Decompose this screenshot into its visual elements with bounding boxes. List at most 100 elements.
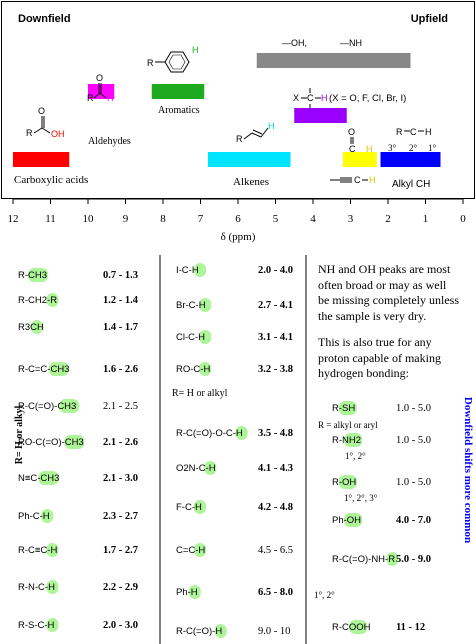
h-highlight [46, 580, 59, 594]
formula-text: R-CH2-R [18, 295, 57, 306]
shift-range: 4.1 - 4.3 [258, 463, 293, 474]
tick-label-1: 1 [423, 213, 429, 225]
shift-range: 4.5 - 6.5 [258, 545, 293, 556]
note-paragraph-2: This is also true for any proton capable… [318, 335, 441, 380]
col3-row-3: Ph-OH 4.0 - 7.0 [332, 513, 431, 527]
tick-label-10: 10 [83, 213, 95, 225]
alkyl-ch-structure: R C H [396, 127, 432, 137]
svg-text:C: C [354, 175, 361, 185]
svg-text:H: H [107, 93, 114, 103]
h-highlight [46, 293, 59, 307]
svg-text:R: R [236, 134, 243, 144]
bar-7 [256, 53, 411, 68]
svg-text:H: H [192, 45, 199, 55]
h-highlight [41, 509, 54, 523]
alkene-structure: R H [236, 121, 275, 144]
h-highlight [46, 543, 59, 557]
svg-text:H: H [268, 121, 275, 131]
tick-label-8: 8 [160, 213, 166, 225]
formula-text: RO-C-H [176, 364, 210, 375]
alkyl-order-3: 3° [388, 143, 397, 153]
label-aldehydes: Aldehydes [88, 136, 131, 147]
col1-row-3: R-C=C-CH3 1.6 - 2.6 [18, 362, 138, 376]
ketone-ch-structure: O C H [348, 127, 373, 154]
h-highlight [344, 433, 362, 447]
formula-text: R3CH [18, 322, 44, 333]
tick-label-12: 12 [8, 213, 19, 225]
tick-label-2: 2 [385, 213, 391, 225]
col3-row-0: R-SH 1.0 - 5.0 [332, 401, 431, 415]
shift-range: 4.0 - 7.0 [396, 515, 431, 526]
h-highlight [188, 585, 201, 599]
aldehyde-structure: R O H [87, 73, 114, 103]
upfield-label: Upfield [411, 13, 448, 25]
downfield-label: Downfield [18, 13, 71, 25]
formula-text: R-C(=O)-H [176, 626, 222, 637]
svg-text:R: R [26, 128, 33, 138]
shift-range: 1.0 - 5.0 [396, 403, 431, 414]
bar-2 [151, 84, 205, 99]
bar-6 [380, 152, 441, 167]
h-highlight [59, 399, 80, 413]
tick-label-3: 3 [348, 213, 354, 225]
deg-note-1: 1°, 2° [345, 451, 366, 461]
formula-text: R-C=C-CH3 [18, 364, 69, 375]
deg-note-3: 1°, 2° [314, 590, 335, 600]
svg-text:R: R [396, 127, 403, 137]
svg-text:R: R [147, 58, 154, 68]
formula-text: R-COOH [332, 622, 371, 633]
deg-note-2: 1°, 2°, 3° [344, 493, 378, 503]
h-highlight [64, 435, 85, 449]
h-highlight [38, 471, 59, 485]
shift-range: 1.7 - 2.7 [103, 545, 138, 556]
shift-range: 3.5 - 4.8 [258, 428, 293, 439]
mid-note: R= H or alkyl [172, 388, 228, 399]
alkyl-order-1: 1° [428, 143, 437, 153]
col3-row-1: R-NH2 1.0 - 5.0 [332, 433, 431, 447]
shift-range: 2.0 - 4.0 [258, 265, 293, 276]
formula-text: R-CH3 [18, 270, 47, 281]
formula-text: R-C(=O)-NH-R [332, 554, 395, 565]
formula-text: Br-C-H [176, 300, 206, 311]
h-highlight [46, 618, 59, 632]
col2-row-8: Ph-H 6.5 - 8.0 [176, 585, 293, 599]
tick-label-7: 7 [198, 213, 204, 225]
col1-row-5: RO-C(=O)-CH3 2.1 - 2.6 [18, 435, 138, 449]
h-highlight [338, 401, 357, 415]
shift-range: 0.7 - 1.3 [103, 270, 138, 281]
formula-text: Ph-H [176, 587, 198, 598]
tick-label-4: 4 [310, 213, 316, 225]
bar-3 [208, 152, 291, 167]
h-highlight [344, 513, 362, 527]
svg-text:C: C [307, 93, 314, 103]
h-highlight [30, 320, 43, 334]
shift-range: 1.0 - 5.0 [396, 435, 431, 446]
formula-text: R-OH [332, 477, 356, 488]
label-carboxylic: Carboxylic acids [14, 174, 88, 186]
alkyl-order-2: 2° [409, 143, 418, 153]
h-highlight [235, 426, 248, 440]
h-highlight [199, 362, 212, 376]
shift-range: 2.0 - 3.0 [103, 620, 138, 631]
formula-text: R-C≡C-H [18, 545, 57, 556]
notes-block: NH and OH peaks are most often broad or … [318, 262, 460, 382]
formula-text: O2N-C-H [176, 463, 216, 474]
formula-text: R-SH [332, 403, 355, 414]
vertical-note: Downfield shifts more common [462, 397, 474, 543]
svg-text:H: H [366, 144, 373, 154]
label-alkenes: Alkenes [233, 176, 269, 188]
formula-text: R-S-C-H [18, 620, 55, 631]
xch-structure: X C H [293, 88, 328, 109]
svg-text:O: O [348, 127, 355, 137]
shift-range: 9.0 - 10 [258, 626, 290, 637]
h-highlight [199, 330, 212, 344]
shift-range: 5.0 - 9.0 [396, 554, 431, 565]
shift-range: 1.4 - 1.7 [103, 322, 138, 333]
shift-range: 2.3 - 2.7 [103, 511, 138, 522]
col2-row-6: F-C-H 4.2 - 4.8 [176, 500, 293, 514]
tick-label-11: 11 [45, 213, 56, 225]
column-2: I-C-H 2.0 - 4.0 Br-C-H 2.7 - 4.1 Cl-C-H 3.1 -… [176, 263, 293, 638]
col1-row-7: Ph-C-H 2.3 - 2.7 [18, 509, 138, 523]
col2-row-2: Cl-C-H 3.1 - 4.1 [176, 330, 293, 344]
bars-group [13, 53, 441, 167]
